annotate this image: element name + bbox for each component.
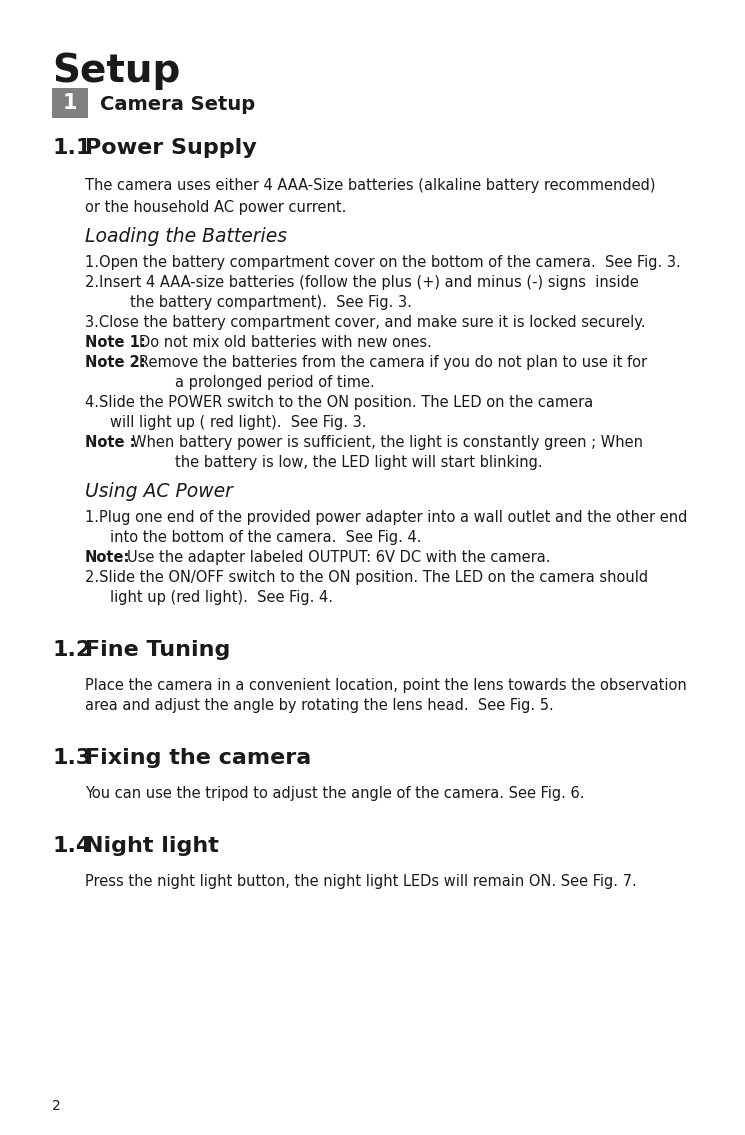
Text: Note :: Note : [85, 435, 136, 449]
Text: 1.Plug one end of the provided power adapter into a wall outlet and the other en: 1.Plug one end of the provided power ada… [85, 510, 688, 526]
Text: Loading the Batteries: Loading the Batteries [85, 227, 287, 246]
Text: Night light: Night light [85, 836, 219, 856]
Text: The camera uses either 4 AAA-Size batteries (alkaline battery recommended): The camera uses either 4 AAA-Size batter… [85, 178, 656, 193]
Text: the battery is low, the LED light will start blinking.: the battery is low, the LED light will s… [175, 455, 542, 470]
Text: 1.1: 1.1 [52, 138, 92, 158]
Text: 2.Slide the ON/OFF switch to the ON position. The LED on the camera should: 2.Slide the ON/OFF switch to the ON posi… [85, 570, 648, 585]
Text: 1.Open the battery compartment cover on the bottom of the camera.  See Fig. 3.: 1.Open the battery compartment cover on … [85, 255, 681, 270]
Text: Camera Setup: Camera Setup [100, 95, 255, 115]
Text: Note 1:: Note 1: [85, 335, 146, 350]
Text: Fixing the camera: Fixing the camera [85, 748, 311, 768]
Text: 1.3: 1.3 [52, 748, 91, 768]
Text: 1.2: 1.2 [52, 640, 91, 659]
Text: Remove the batteries from the camera if you do not plan to use it for: Remove the batteries from the camera if … [139, 355, 647, 370]
Text: You can use the tripod to adjust the angle of the camera. See Fig. 6.: You can use the tripod to adjust the ang… [85, 787, 585, 801]
Text: 2: 2 [52, 1099, 61, 1113]
Text: area and adjust the angle by rotating the lens head.  See Fig. 5.: area and adjust the angle by rotating th… [85, 698, 554, 713]
Text: 1: 1 [63, 93, 77, 114]
Text: 2.Insert 4 AAA-size batteries (follow the plus (+) and minus (-) signs  inside: 2.Insert 4 AAA-size batteries (follow th… [85, 275, 639, 291]
Text: When battery power is sufficient, the light is constantly green ; When: When battery power is sufficient, the li… [132, 435, 643, 449]
Text: Power Supply: Power Supply [85, 138, 257, 158]
Text: 3.Close the battery compartment cover, and make sure it is locked securely.: 3.Close the battery compartment cover, a… [85, 316, 645, 330]
Text: Place the camera in a convenient location, point the lens towards the observatio: Place the camera in a convenient locatio… [85, 678, 687, 693]
Text: or the household AC power current.: or the household AC power current. [85, 200, 346, 215]
Text: Fine Tuning: Fine Tuning [85, 640, 230, 659]
Text: 4.Slide the POWER switch to the ON position. The LED on the camera: 4.Slide the POWER switch to the ON posit… [85, 395, 593, 410]
Text: light up (red light).  See Fig. 4.: light up (red light). See Fig. 4. [110, 590, 333, 605]
Text: a prolonged period of time.: a prolonged period of time. [175, 375, 375, 390]
Text: Note:: Note: [85, 550, 130, 565]
Text: Note 2:: Note 2: [85, 355, 145, 370]
Text: Use the adapter labeled OUTPUT: 6V DC with the camera.: Use the adapter labeled OUTPUT: 6V DC wi… [127, 550, 551, 565]
Text: the battery compartment).  See Fig. 3.: the battery compartment). See Fig. 3. [130, 295, 412, 310]
Text: into the bottom of the camera.  See Fig. 4.: into the bottom of the camera. See Fig. … [110, 530, 422, 545]
Text: Press the night light button, the night light LEDs will remain ON. See Fig. 7.: Press the night light button, the night … [85, 874, 637, 889]
Text: 1.4: 1.4 [52, 836, 91, 856]
Text: Using AC Power: Using AC Power [85, 482, 233, 501]
Text: will light up ( red light).  See Fig. 3.: will light up ( red light). See Fig. 3. [110, 415, 367, 430]
Text: Setup: Setup [52, 52, 180, 90]
Text: Do not mix old batteries with new ones.: Do not mix old batteries with new ones. [139, 335, 432, 350]
